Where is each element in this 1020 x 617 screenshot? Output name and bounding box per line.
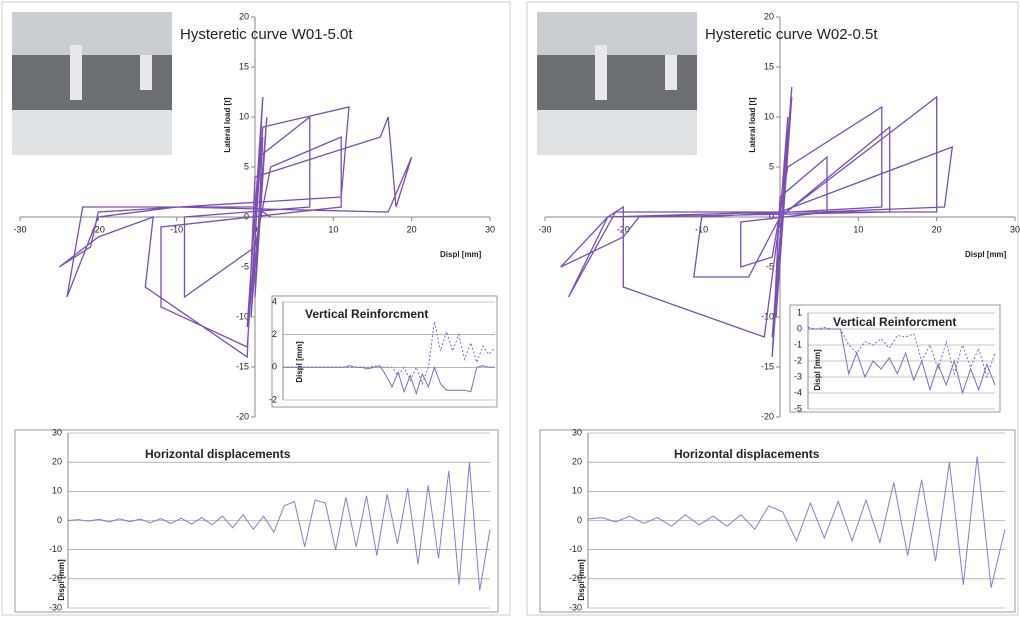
- y-tick-label: 10: [572, 486, 582, 496]
- x-tick-label: -30: [538, 224, 551, 234]
- chart-title: Vertical Reinforcment: [305, 307, 428, 321]
- data-line: [58, 96, 413, 359]
- y-tick-label: -2: [794, 355, 802, 365]
- y-tick-label: 2: [272, 329, 277, 339]
- chart-title: Hysteretic curve W02-0.5t: [705, 26, 878, 43]
- y-tick-label: -2: [269, 394, 277, 404]
- y-tick-label: -5: [241, 261, 249, 271]
- y-tick-label: -30: [49, 602, 62, 612]
- x-tick-label: 20: [407, 224, 417, 234]
- y-tick-label: -20: [761, 411, 774, 421]
- photo: [537, 12, 697, 155]
- right-panel: [526, 1, 1019, 616]
- x-tick-label: -10: [695, 224, 708, 234]
- y-tick-label: 10: [764, 111, 774, 121]
- x-tick-label: -10: [170, 224, 183, 234]
- y-tick-label: -15: [236, 361, 249, 371]
- y-tick-label: -20: [49, 573, 62, 583]
- y-axis-label: Displ [mm]: [813, 349, 822, 391]
- x-tick-label: 30: [485, 224, 495, 234]
- y-axis-label: Displ [mm]: [57, 559, 66, 601]
- x-tick-label: 30: [1010, 224, 1020, 234]
- x-tick-label: -20: [92, 224, 105, 234]
- data-line: [587, 456, 1006, 588]
- y-tick-label: -5: [766, 261, 774, 271]
- x-axis-label: Displ [mm]: [440, 250, 482, 259]
- y-tick-label: 30: [52, 427, 62, 437]
- data-line: [560, 86, 954, 358]
- data-line: [67, 462, 491, 591]
- chart-title: Horizontal displacements: [674, 447, 820, 461]
- y-tick-label: 0: [769, 211, 774, 221]
- y-tick-label: -20: [569, 573, 582, 583]
- data-line: [808, 328, 996, 395]
- data-line: [283, 321, 496, 386]
- y-tick-label: -30: [569, 602, 582, 612]
- y-tick-label: -15: [761, 361, 774, 371]
- y-tick-label: -4: [794, 387, 802, 397]
- chart-frame: [789, 304, 1001, 413]
- y-axis-label: Displ [mm]: [577, 559, 586, 601]
- y-tick-label: 30: [572, 427, 582, 437]
- y-tick-label: -10: [569, 544, 582, 554]
- x-tick-label: 20: [932, 224, 942, 234]
- y-tick-label: 5: [769, 161, 774, 171]
- y-tick-label: 15: [764, 61, 774, 71]
- chart-frame: [14, 429, 499, 613]
- y-axis-label: Lateral load [t]: [223, 97, 232, 152]
- x-axis-label: Displ [mm]: [965, 250, 1007, 259]
- y-tick-label: 20: [572, 457, 582, 467]
- y-tick-label: 0: [244, 211, 249, 221]
- y-tick-label: 5: [244, 161, 249, 171]
- photo: [12, 12, 172, 155]
- chart-frame: [271, 295, 498, 408]
- y-tick-label: 15: [239, 61, 249, 71]
- y-tick-label: 20: [764, 11, 774, 21]
- y-tick-label: -5: [794, 403, 802, 413]
- x-tick-label: -30: [13, 224, 26, 234]
- y-tick-label: -1: [794, 339, 802, 349]
- y-tick-label: -10: [236, 311, 249, 321]
- y-tick-label: -20: [236, 411, 249, 421]
- y-tick-label: -3: [794, 371, 802, 381]
- chart-title: Horizontal displacements: [145, 447, 291, 461]
- y-tick-label: 0: [797, 323, 802, 333]
- data-line: [283, 365, 495, 396]
- y-axis-label: Lateral load [t]: [748, 97, 757, 152]
- y-tick-label: -10: [49, 544, 62, 554]
- y-tick-label: 10: [239, 111, 249, 121]
- y-tick-label: 10: [52, 486, 62, 496]
- y-axis-label: Displ [mm]: [295, 341, 304, 383]
- y-tick-label: 20: [52, 457, 62, 467]
- y-tick-label: 4: [272, 296, 277, 306]
- left-panel: [1, 1, 511, 616]
- x-tick-label: 10: [328, 224, 338, 234]
- y-tick-label: 0: [577, 515, 582, 525]
- chart-title: Vertical Reinforcment: [833, 315, 956, 329]
- x-tick-label: 10: [853, 224, 863, 234]
- y-tick-label: 1: [797, 307, 802, 317]
- y-tick-label: 0: [272, 362, 277, 372]
- y-tick-label: 0: [57, 515, 62, 525]
- y-tick-label: 20: [239, 11, 249, 21]
- chart-title: Hysteretic curve W01-5.0t: [180, 26, 353, 43]
